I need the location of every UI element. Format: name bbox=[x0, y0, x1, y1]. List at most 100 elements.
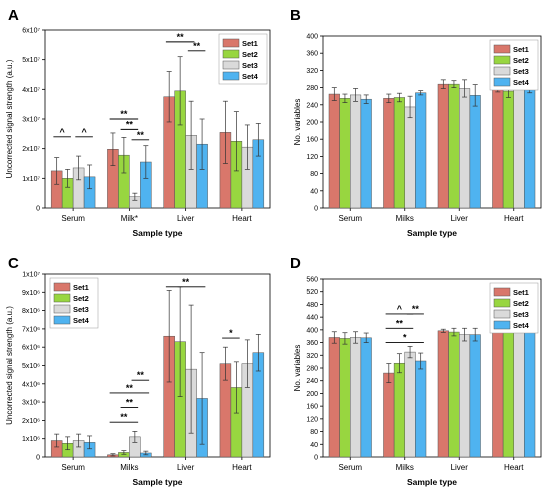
legend: Set1 Set2 Set3 Set4 bbox=[489, 39, 539, 91]
y-tick-label: 4x10⁷ bbox=[22, 87, 40, 94]
y-tick-label: 8x10⁶ bbox=[22, 308, 40, 315]
y-tick-label: 1x10⁷ bbox=[22, 176, 40, 183]
panel-b: B 0 40 80 120 160 200 240 280 320 360 400 Serum Milks… bbox=[290, 7, 542, 238]
panel-c: C 0 1x10⁶ 2x10⁶ 3x10⁶ 4x10⁶ 5x10⁶ 6x10⁶ 7x10⁶ 8x1… bbox=[5, 255, 271, 487]
y-tick-label: 0 bbox=[36, 206, 40, 213]
significance-label: ** bbox=[396, 318, 404, 328]
significance-label: ** bbox=[177, 32, 185, 42]
legend-label: Set4 bbox=[73, 316, 90, 325]
x-tick-label: Heart bbox=[232, 214, 252, 223]
x-tick-label: Heart bbox=[504, 214, 524, 223]
panel-a: A 0 1x10⁷ 2x10⁷ 3x10⁷ 4x10⁷ 5x10⁷ 6x10⁷ Serum Mil… bbox=[5, 7, 271, 238]
significance-label: ** bbox=[120, 412, 128, 422]
bar-set1 bbox=[492, 85, 504, 209]
legend-swatch-set2 bbox=[493, 55, 511, 65]
bar-set2 bbox=[448, 83, 460, 209]
y-tick-label: 400 bbox=[306, 34, 318, 41]
y-axis-title: No. variables bbox=[293, 99, 302, 146]
panel-label: C bbox=[8, 255, 19, 272]
x-tick-label: Serum bbox=[61, 214, 85, 223]
y-tick-label: 2x10⁶ bbox=[22, 418, 40, 425]
legend-label: Set2 bbox=[513, 56, 529, 65]
bar-set2 bbox=[393, 362, 405, 458]
legend-label: Set2 bbox=[73, 294, 89, 303]
bar-set2 bbox=[502, 90, 514, 209]
x-axis-title: Sample type bbox=[407, 477, 457, 487]
y-axis-title: No. variables bbox=[293, 345, 302, 392]
x-tick-label: Liver bbox=[177, 214, 195, 223]
y-tick-label: 240 bbox=[306, 102, 318, 109]
bar-set2 bbox=[339, 338, 351, 458]
y-tick-label: 1x10⁷ bbox=[22, 272, 40, 279]
bar-set4 bbox=[524, 328, 536, 458]
panel-label: D bbox=[290, 255, 301, 272]
y-tick-label: 200 bbox=[306, 120, 318, 127]
legend-swatch-set2 bbox=[222, 49, 240, 59]
y-tick-label: 320 bbox=[306, 353, 318, 360]
y-tick-label: 80 bbox=[310, 171, 318, 178]
significance-label: ** bbox=[126, 398, 134, 408]
bar-set1 bbox=[328, 337, 340, 458]
legend-swatch-set3 bbox=[493, 66, 511, 76]
x-tick-label: Milk* bbox=[121, 214, 138, 223]
y-tick-label: 6x10⁶ bbox=[22, 345, 40, 352]
y-axis-title: Uncorrected signal strength (a.u.) bbox=[5, 306, 14, 425]
y-tick-label: 280 bbox=[306, 85, 318, 92]
y-tick-label: 440 bbox=[306, 315, 318, 322]
legend-swatch-set4 bbox=[493, 320, 511, 330]
y-axis-title: Uncorrected signal strength (a.u.) bbox=[5, 59, 14, 178]
panel-label: A bbox=[8, 7, 19, 24]
x-tick-label: Liver bbox=[451, 463, 469, 472]
legend-label: Set4 bbox=[242, 72, 259, 81]
x-axis-title: Sample type bbox=[407, 228, 457, 238]
legend-label: Set3 bbox=[73, 305, 89, 314]
legend-label: Set4 bbox=[513, 78, 530, 87]
bar-set2 bbox=[393, 97, 405, 209]
bar-set3 bbox=[513, 84, 525, 209]
significance-label: ** bbox=[126, 383, 134, 393]
legend-label: Set2 bbox=[242, 50, 258, 59]
y-tick-label: 0 bbox=[314, 206, 318, 213]
y-tick-label: 280 bbox=[306, 366, 318, 373]
bar-set1 bbox=[383, 98, 395, 209]
bar-set1 bbox=[492, 329, 504, 458]
y-tick-label: 2x10⁷ bbox=[22, 146, 40, 153]
x-tick-label: Serum bbox=[61, 463, 85, 472]
legend-swatch-set1 bbox=[493, 287, 511, 297]
bar-set3 bbox=[350, 337, 362, 458]
y-tick-label: 80 bbox=[310, 429, 318, 436]
legend-label: Set1 bbox=[513, 288, 529, 297]
significance-label: ** bbox=[193, 41, 201, 51]
x-tick-label: Heart bbox=[504, 463, 524, 472]
bar-set4 bbox=[360, 337, 372, 458]
x-tick-label: Milks bbox=[396, 463, 414, 472]
bar-set2 bbox=[502, 329, 514, 458]
bar-set1 bbox=[437, 330, 449, 458]
legend-swatch-set1 bbox=[222, 38, 240, 48]
y-tick-label: 0 bbox=[36, 455, 40, 462]
bar-set3 bbox=[404, 351, 416, 458]
y-tick-label: 9x10⁶ bbox=[22, 290, 40, 297]
legend-swatch-set3 bbox=[493, 309, 511, 319]
x-tick-label: Liver bbox=[177, 463, 195, 472]
significance-label: ** bbox=[137, 370, 145, 380]
significance-label: ^ bbox=[397, 304, 403, 314]
y-tick-label: 160 bbox=[306, 137, 318, 144]
bar-set4 bbox=[415, 92, 427, 209]
significance-label: ^ bbox=[81, 127, 87, 137]
legend-swatch-set4 bbox=[53, 315, 71, 325]
y-tick-label: 0 bbox=[314, 455, 318, 462]
bar-set3 bbox=[350, 94, 362, 209]
bar-set2 bbox=[448, 331, 460, 458]
legend: Set1 Set2 Set3 Set4 bbox=[218, 33, 268, 85]
panel-d: D 0 40 80 120 160 200 240 280 320 360 400 440 480 520 5… bbox=[290, 255, 542, 487]
y-tick-label: 200 bbox=[306, 391, 318, 398]
significance-label: ** bbox=[120, 109, 128, 119]
significance-label: ** bbox=[137, 130, 145, 140]
bar-set3 bbox=[513, 329, 525, 458]
bar-set3 bbox=[459, 88, 471, 209]
bar-set4 bbox=[415, 360, 427, 458]
legend-label: Set4 bbox=[513, 321, 530, 330]
bar-set1 bbox=[328, 93, 340, 209]
